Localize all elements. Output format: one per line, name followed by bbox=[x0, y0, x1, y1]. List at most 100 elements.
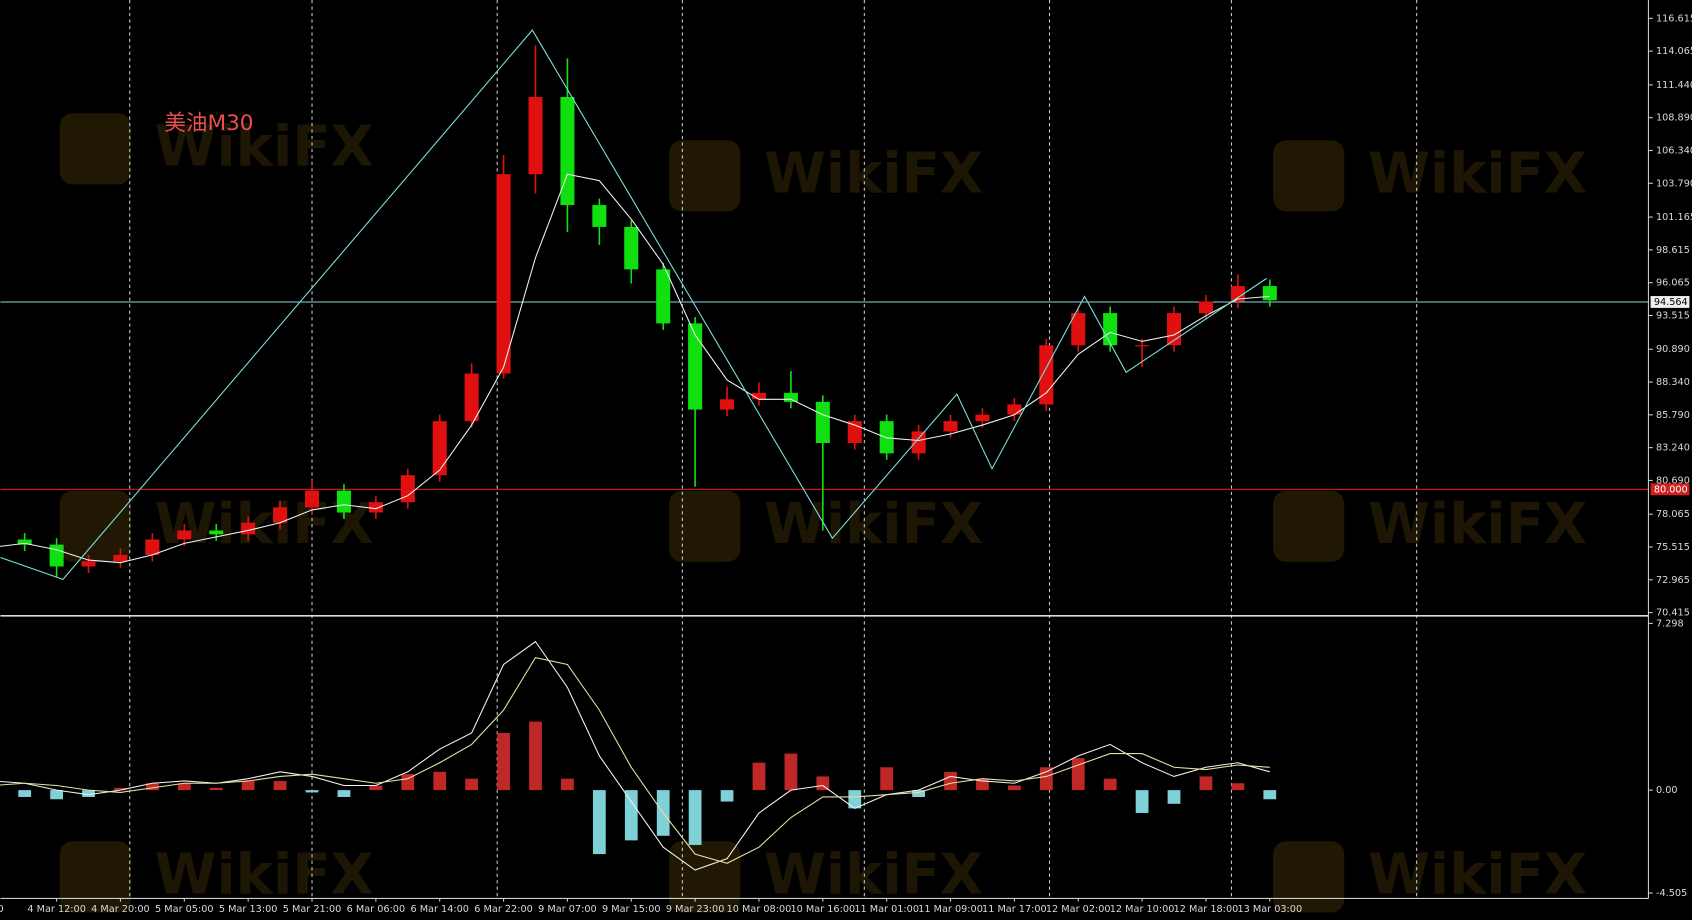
histogram-bar bbox=[1008, 785, 1021, 791]
chart-title: 美油M30 bbox=[164, 111, 253, 136]
candle-body bbox=[464, 373, 479, 422]
histogram-bar bbox=[50, 790, 63, 800]
indicator-line bbox=[0, 656, 1270, 864]
histogram-bar bbox=[592, 790, 606, 855]
histogram-bar bbox=[1199, 776, 1213, 791]
candle-body bbox=[975, 414, 990, 422]
histogram-bar bbox=[1231, 783, 1245, 791]
watermark: WikiFX bbox=[155, 843, 374, 908]
watermark-logo bbox=[669, 140, 741, 212]
y-tick-label: 72.965 bbox=[1656, 575, 1690, 586]
candle-body bbox=[400, 475, 415, 503]
histogram-bar bbox=[465, 778, 479, 791]
watermark-logo bbox=[59, 490, 131, 562]
histogram-bar bbox=[529, 721, 542, 791]
candle-body bbox=[624, 226, 639, 270]
histogram-bar bbox=[561, 778, 574, 791]
candle-body bbox=[177, 530, 192, 540]
x-tick-label: 9 Mar 07:00 bbox=[538, 904, 597, 915]
histogram-bar bbox=[848, 790, 862, 809]
histogram-bar bbox=[816, 776, 830, 791]
candle-body bbox=[113, 554, 128, 562]
histogram-bar bbox=[976, 778, 989, 791]
histogram-bar bbox=[146, 783, 159, 791]
candle-body bbox=[1071, 313, 1086, 346]
x-tick-label: 12 Mar 02:00 bbox=[1046, 904, 1111, 915]
histogram-bar bbox=[18, 790, 32, 797]
y-tick-label: 111.440 bbox=[1656, 80, 1692, 91]
y-tick-label: -4.505 bbox=[1656, 888, 1687, 899]
candle-body bbox=[209, 530, 224, 535]
y-tick-label: 88.340 bbox=[1656, 377, 1690, 388]
candle-body bbox=[560, 96, 575, 206]
x-tick-label: 12 Mar 18:00 bbox=[1174, 904, 1239, 915]
watermark: WikiFX bbox=[764, 843, 983, 908]
x-tick-label: 5 Mar 05:00 bbox=[155, 904, 214, 915]
y-tick-label: 98.615 bbox=[1656, 245, 1690, 256]
watermark-logo bbox=[1273, 841, 1345, 913]
x-tick-label: 12 Mar 10:00 bbox=[1110, 904, 1175, 915]
histogram-bar bbox=[273, 780, 287, 791]
y-tick-label: 85.790 bbox=[1656, 410, 1690, 421]
histogram-bar bbox=[624, 790, 638, 841]
histogram-bar bbox=[497, 733, 510, 791]
candle-body bbox=[336, 490, 351, 513]
histogram-bar bbox=[305, 790, 319, 793]
level-label: 80.000 bbox=[1654, 484, 1688, 495]
watermark: WikiFX bbox=[1368, 142, 1587, 207]
candle-body bbox=[49, 544, 64, 567]
candle-body bbox=[943, 421, 958, 432]
histogram-bar bbox=[912, 790, 925, 797]
histogram-bar bbox=[1103, 778, 1117, 791]
candle-body bbox=[1007, 404, 1022, 415]
watermark-logo bbox=[59, 113, 131, 185]
x-tick-label: 4 Mar 20:00 bbox=[91, 904, 150, 915]
zigzag bbox=[0, 29, 1267, 581]
watermark: WikiFX bbox=[1368, 492, 1587, 557]
watermark-logo bbox=[1273, 490, 1345, 562]
histogram-bar bbox=[401, 774, 415, 791]
x-tick-label: 6 Mar 06:00 bbox=[347, 904, 406, 915]
histogram-bar bbox=[720, 790, 734, 802]
candle-body bbox=[847, 421, 862, 444]
labels: 116.615 114.065 111.440 108.890 106.340 103.7… bbox=[0, 13, 1692, 915]
candle-body bbox=[1166, 313, 1182, 346]
histogram-bar bbox=[688, 790, 702, 845]
candle-body bbox=[751, 392, 767, 400]
candle-body bbox=[17, 539, 32, 545]
y-tick-label: 96.065 bbox=[1656, 278, 1690, 289]
candle-body bbox=[911, 431, 926, 454]
watermarks: WikiFX WikiFX WikiFX WikiFX WikiFX WikiFX Wiki… bbox=[59, 113, 1587, 913]
candle-body bbox=[815, 401, 830, 444]
x-tick-label: 9 Mar 15:00 bbox=[602, 904, 661, 915]
y-tick-label: 103.790 bbox=[1656, 178, 1692, 189]
y-tick-label: 90.890 bbox=[1656, 344, 1690, 355]
x-tick-label: 11 Mar 09:00 bbox=[918, 904, 983, 915]
candle-body bbox=[528, 96, 543, 175]
x-tick-label: 11 Mar 17:00 bbox=[982, 904, 1047, 915]
watermark-logo bbox=[1273, 140, 1345, 212]
histogram-bar bbox=[1167, 790, 1181, 804]
histogram-bar bbox=[944, 771, 957, 791]
level-label: 94.564 bbox=[1654, 297, 1688, 308]
x-tick-label: 5 Mar 21:00 bbox=[283, 904, 342, 915]
histogram-bar bbox=[1263, 790, 1277, 800]
y-tick-label: 108.890 bbox=[1656, 113, 1692, 124]
histogram-bar bbox=[82, 790, 95, 797]
watermark: WikiFX bbox=[764, 142, 983, 207]
y-tick-label: 101.165 bbox=[1656, 212, 1692, 223]
watermark-logo bbox=[669, 490, 741, 562]
y-tick-label: 7.298 bbox=[1656, 618, 1684, 629]
candle-body bbox=[81, 561, 96, 567]
moving-average bbox=[0, 173, 1270, 564]
candle-body bbox=[1135, 345, 1150, 347]
candle-body bbox=[368, 502, 383, 513]
y-tick-label: 0.00 bbox=[1656, 785, 1678, 796]
indicator-line bbox=[0, 640, 1270, 871]
watermark: WikiFX bbox=[1368, 843, 1587, 908]
histogram-bar bbox=[880, 767, 894, 791]
candle-body bbox=[145, 539, 160, 555]
